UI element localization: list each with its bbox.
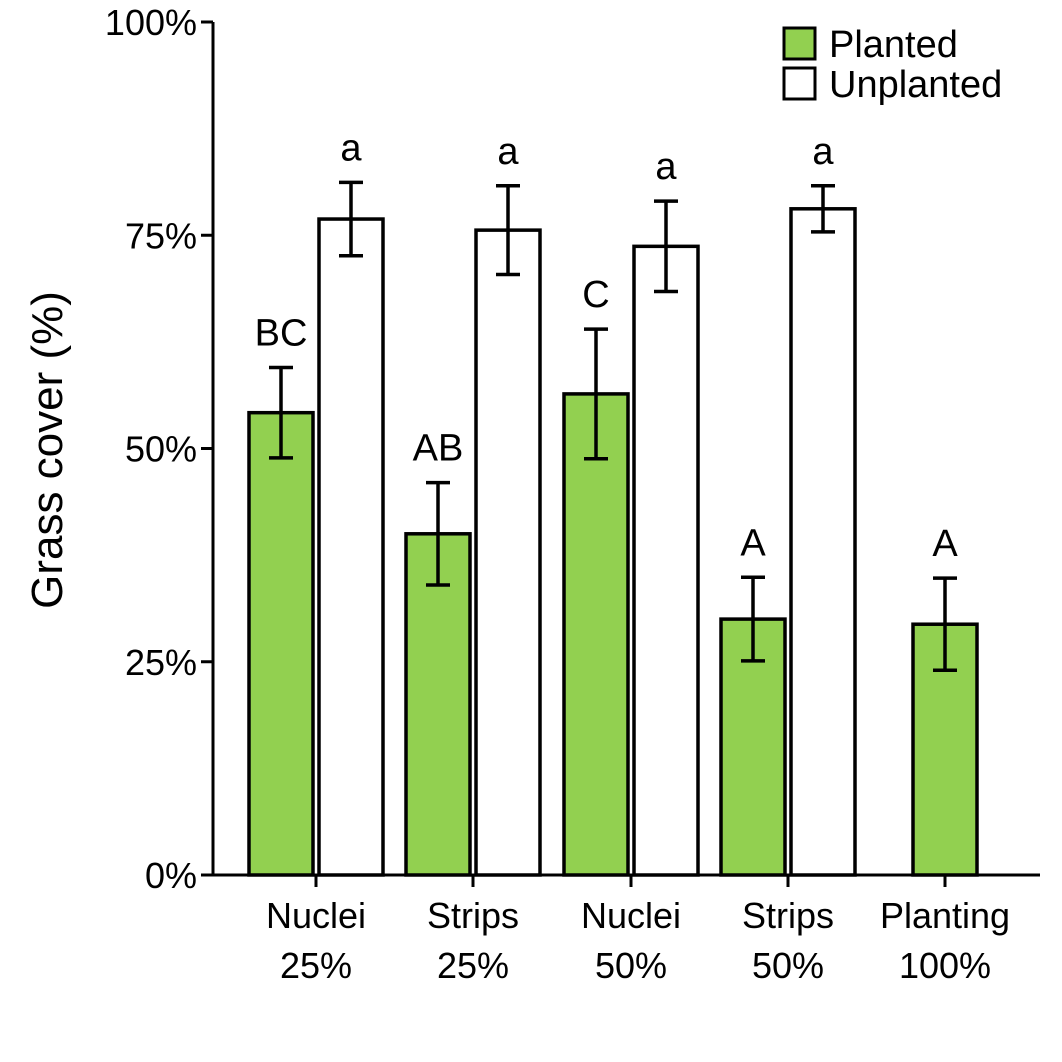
legend-label: Unplanted bbox=[829, 64, 1002, 106]
x-tick-label: 100% bbox=[899, 945, 991, 986]
legend-swatch-planted bbox=[782, 26, 817, 61]
x-tick-label: Strips bbox=[427, 895, 519, 936]
x-tick-label: 25% bbox=[437, 945, 509, 986]
x-tick-label: 25% bbox=[280, 945, 352, 986]
significance-label: C bbox=[582, 274, 609, 316]
significance-label: a bbox=[655, 146, 677, 188]
x-tick-label: Strips bbox=[742, 895, 834, 936]
significance-label: A bbox=[932, 523, 958, 565]
x-tick-label: Nuclei bbox=[581, 895, 681, 936]
x-tick-label: 50% bbox=[595, 945, 667, 986]
unplanted-bar bbox=[474, 228, 542, 877]
x-tick-label: Nuclei bbox=[266, 895, 366, 936]
planted-bar bbox=[562, 392, 630, 877]
legend-label: Planted bbox=[829, 24, 958, 66]
legend-swatch-unplanted bbox=[782, 66, 817, 101]
x-tick-label: Planting bbox=[880, 895, 1010, 936]
y-axis-title: Grass cover (%) bbox=[23, 291, 72, 609]
significance-label: A bbox=[740, 522, 766, 564]
significance-label: a bbox=[340, 127, 362, 169]
unplanted-bar bbox=[317, 217, 385, 877]
y-tick-label: 0% bbox=[145, 855, 197, 896]
y-tick-label: 25% bbox=[125, 642, 197, 683]
significance-label: AB bbox=[413, 428, 464, 470]
plot-area: BC a AB a Ca Aa A bbox=[247, 127, 979, 877]
planted-bar bbox=[247, 410, 315, 877]
y-tick-label: 75% bbox=[125, 215, 197, 256]
x-axis: Nuclei 25% Strips 25% Nuclei 50% Strips 50% Plan… bbox=[212, 873, 1040, 986]
unplanted-bar bbox=[789, 207, 857, 877]
unplanted-bar bbox=[632, 244, 700, 877]
y-axis: 0% 25% 50% 75% 100% bbox=[105, 2, 215, 896]
significance-label: a bbox=[812, 131, 834, 173]
y-tick-label: 100% bbox=[105, 2, 197, 43]
significance-label: BC bbox=[255, 312, 308, 354]
y-tick-label: 50% bbox=[125, 429, 197, 470]
x-tick-label: 50% bbox=[752, 945, 824, 986]
significance-label: a bbox=[497, 131, 519, 173]
